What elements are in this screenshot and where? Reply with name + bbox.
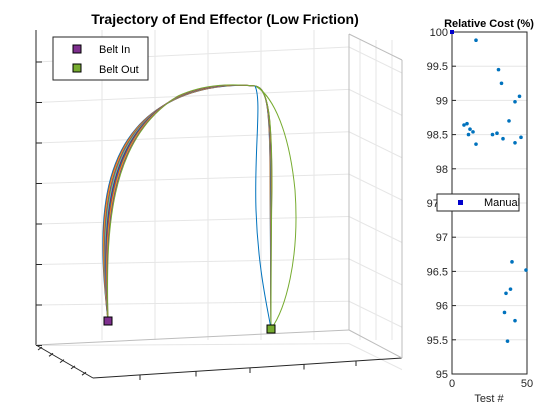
cost-point [490, 132, 495, 137]
trajectory-line [106, 84, 273, 330]
x-tick-label: 0 [449, 378, 455, 390]
cost-xlabel: Test # [474, 393, 504, 405]
cost-title: Relative Cost (%) [444, 18, 534, 30]
trajectory-line [107, 84, 273, 330]
grid-line [35, 258, 350, 265]
trajectory-grid [35, 30, 403, 371]
grid-line [35, 173, 350, 184]
trajectory-line [103, 84, 272, 330]
cost-point [468, 127, 472, 131]
cost-point [519, 135, 523, 140]
cost-point [504, 291, 508, 296]
y-tick-label: 99.5 [427, 61, 448, 73]
cost-point [513, 99, 517, 104]
cost-point [465, 121, 469, 126]
belt-in-marker [103, 316, 113, 326]
trajectory-line [105, 84, 272, 330]
axis-tick [59, 359, 65, 364]
cost-point [508, 287, 513, 291]
y-tick-label: 98 [436, 164, 448, 176]
trajectory-line [105, 84, 272, 330]
cost-point [517, 94, 522, 99]
cost-point [524, 268, 528, 272]
grid-line [35, 131, 350, 144]
axis-tick [81, 371, 87, 376]
trajectory-legend: Belt In Belt Out [52, 36, 149, 81]
legend-belt-in-swatch [72, 44, 82, 54]
trajectory-title: Trajectory of End Effector (Low Friction… [91, 11, 359, 27]
trajectory-line [104, 84, 272, 330]
trajectory-lines [102, 84, 297, 330]
trajectory-line [102, 84, 272, 330]
axis-tick [70, 365, 76, 370]
trajectory-line [106, 84, 273, 330]
y-tick-label: 99 [436, 95, 448, 107]
trajectory-line [103, 84, 272, 330]
belt-out-marker [266, 324, 276, 334]
y-tick-label: 97 [436, 232, 448, 244]
cost-point [496, 67, 501, 72]
cost-point [507, 119, 511, 123]
axis-tick [37, 346, 43, 351]
y-tick-label: 96 [436, 301, 448, 313]
y-tick-label: 96.5 [427, 266, 448, 278]
cost-legend: Manual [436, 193, 520, 212]
grid-line [35, 88, 350, 103]
trajectory-line [254, 85, 297, 330]
cost-point [505, 339, 510, 343]
cost-point [462, 123, 466, 127]
cost-point [471, 130, 475, 134]
cost-points [462, 38, 528, 343]
y-tick-label: 100 [430, 27, 448, 39]
cost-point [499, 81, 504, 86]
legend-manual-label: Manual [484, 197, 520, 209]
legend-belt-out-swatch [72, 63, 82, 73]
trajectory-line [106, 84, 272, 330]
legend-belt-out-label: Belt Out [99, 64, 139, 76]
axis-tick [48, 352, 54, 357]
x-tick-label: 50 [521, 378, 533, 390]
trajectory-plot: Trajectory of End Effector (Low Friction… [35, 11, 403, 380]
grid-line [348, 343, 403, 371]
grid-line [35, 343, 350, 346]
cost-point [495, 131, 499, 136]
cost-point [513, 318, 517, 323]
cost-point [466, 132, 471, 137]
cost-point [510, 260, 514, 264]
trajectory-line [102, 84, 272, 330]
cost-point [513, 141, 517, 145]
legend-belt-in-label: Belt In [99, 44, 130, 56]
trajectory-axes-box [35, 30, 403, 379]
cost-point [502, 310, 507, 315]
legend-manual-swatch [458, 200, 463, 205]
trajectory-axis-ticks [36, 61, 357, 380]
trajectory-line [104, 84, 272, 330]
grid-line [35, 300, 350, 306]
y-tick-label: 98.5 [427, 130, 448, 142]
cost-point [474, 38, 478, 43]
manual-point [450, 30, 454, 34]
trajectory-line [254, 85, 272, 330]
cost-point [474, 142, 478, 146]
y-tick-label: 95.5 [427, 335, 448, 347]
y-tick-label: 95 [436, 369, 448, 381]
cost-point [501, 136, 505, 141]
grid-line [35, 216, 350, 225]
